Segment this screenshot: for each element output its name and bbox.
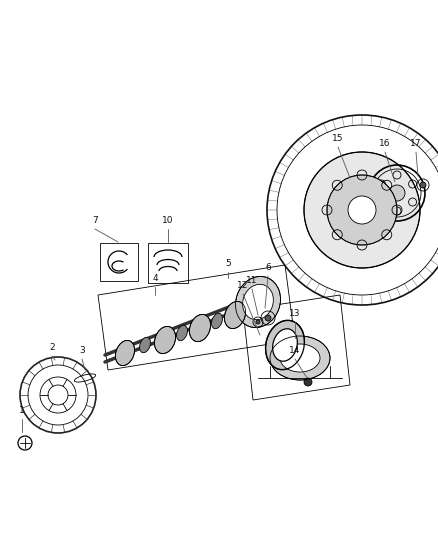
Circle shape xyxy=(304,378,312,386)
Ellipse shape xyxy=(177,325,187,341)
Circle shape xyxy=(389,185,405,201)
Bar xyxy=(148,243,188,283)
Ellipse shape xyxy=(155,326,176,353)
Ellipse shape xyxy=(265,320,304,370)
Ellipse shape xyxy=(190,314,211,342)
Text: 3: 3 xyxy=(79,346,85,355)
Circle shape xyxy=(256,320,260,324)
Text: 7: 7 xyxy=(92,216,98,225)
Ellipse shape xyxy=(116,341,134,366)
Bar xyxy=(100,243,138,281)
Text: 14: 14 xyxy=(290,346,301,355)
Ellipse shape xyxy=(270,336,330,380)
Text: 11: 11 xyxy=(246,276,258,285)
Text: 12: 12 xyxy=(237,281,249,290)
Ellipse shape xyxy=(280,344,320,372)
Ellipse shape xyxy=(224,301,246,328)
Circle shape xyxy=(348,196,376,224)
Text: 15: 15 xyxy=(332,134,344,143)
Circle shape xyxy=(327,175,397,245)
Text: 4: 4 xyxy=(152,274,158,283)
Text: 6: 6 xyxy=(265,263,271,272)
Text: 13: 13 xyxy=(289,309,301,318)
Text: 10: 10 xyxy=(162,216,174,225)
Ellipse shape xyxy=(212,313,223,329)
Ellipse shape xyxy=(272,329,297,361)
Ellipse shape xyxy=(243,284,273,320)
Text: 1: 1 xyxy=(19,406,25,415)
Ellipse shape xyxy=(236,277,280,328)
Circle shape xyxy=(304,152,420,268)
Circle shape xyxy=(265,315,271,321)
Ellipse shape xyxy=(140,337,150,353)
Circle shape xyxy=(420,182,426,188)
Text: 16: 16 xyxy=(379,139,391,148)
Text: 17: 17 xyxy=(410,139,422,148)
Text: 2: 2 xyxy=(49,343,55,352)
Text: 5: 5 xyxy=(225,259,231,268)
